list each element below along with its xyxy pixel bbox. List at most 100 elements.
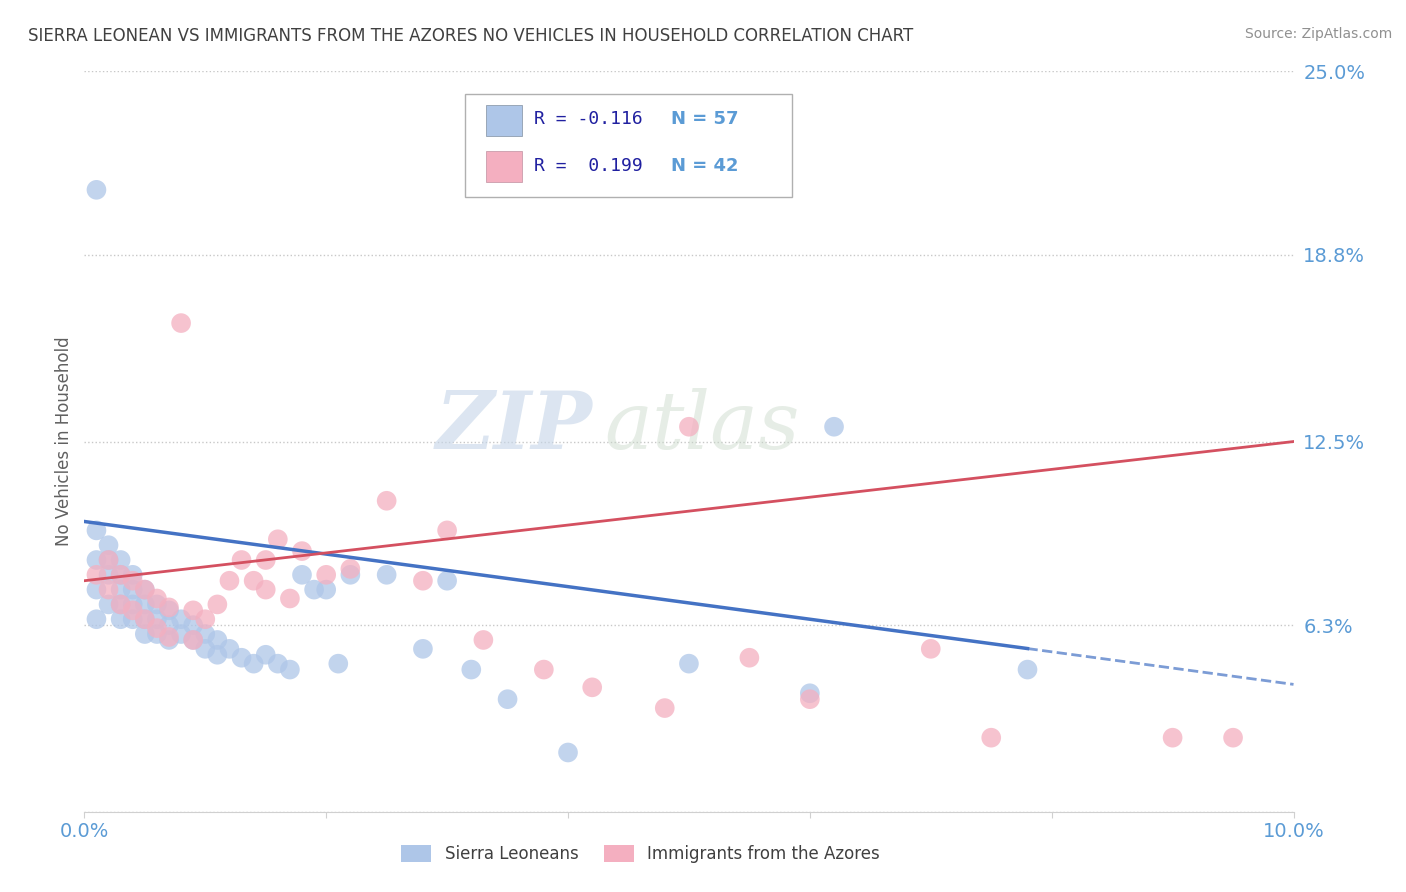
Point: [1017, 663, 1039, 677]
Point: [375, 567, 398, 582]
Point: [315, 582, 337, 597]
Point: [678, 657, 700, 671]
Point: [157, 603, 180, 617]
FancyBboxPatch shape: [486, 104, 522, 136]
Point: [231, 650, 253, 665]
Point: [920, 641, 942, 656]
Point: [375, 493, 398, 508]
Point: [267, 657, 290, 671]
Point: [207, 632, 229, 647]
Point: [170, 612, 193, 626]
Point: [134, 612, 156, 626]
Point: [97, 582, 120, 597]
Point: [581, 681, 603, 695]
Point: [110, 553, 132, 567]
Text: N = 57: N = 57: [671, 111, 738, 128]
Point: [110, 567, 132, 582]
Text: ZIP: ZIP: [436, 388, 592, 466]
Point: [436, 574, 458, 588]
Point: [157, 600, 180, 615]
Point: [254, 553, 277, 567]
Point: [134, 612, 156, 626]
Point: [97, 553, 120, 567]
Point: [412, 641, 434, 656]
Point: [242, 657, 264, 671]
Point: [181, 632, 204, 647]
Point: [194, 612, 217, 626]
Point: [181, 603, 204, 617]
Point: [254, 582, 277, 597]
Point: [146, 612, 169, 626]
Point: [799, 692, 821, 706]
Point: [460, 663, 482, 677]
Point: [218, 641, 240, 656]
Point: [86, 582, 108, 597]
Point: [207, 648, 229, 662]
Point: [134, 582, 156, 597]
Point: [134, 598, 156, 612]
Point: [157, 632, 180, 647]
Point: [557, 746, 579, 760]
Point: [654, 701, 676, 715]
Point: [339, 567, 361, 582]
Point: [86, 524, 108, 538]
Point: [1161, 731, 1184, 745]
Point: [170, 316, 193, 330]
Point: [86, 612, 108, 626]
Point: [121, 612, 143, 626]
Point: [980, 731, 1002, 745]
Point: [97, 598, 120, 612]
Point: [170, 627, 193, 641]
Point: [291, 567, 314, 582]
Point: [146, 627, 169, 641]
Point: [218, 574, 240, 588]
Point: [302, 582, 325, 597]
Point: [496, 692, 519, 706]
Point: [86, 567, 108, 582]
Point: [278, 591, 301, 606]
Point: [799, 686, 821, 700]
Point: [157, 618, 180, 632]
Point: [278, 663, 301, 677]
Point: [328, 657, 350, 671]
Point: [194, 627, 217, 641]
Point: [436, 524, 458, 538]
Point: [181, 632, 204, 647]
Point: [110, 582, 132, 597]
Point: [738, 650, 761, 665]
Point: [146, 591, 169, 606]
Point: [97, 553, 120, 567]
Text: R =  0.199: R = 0.199: [534, 157, 643, 175]
FancyBboxPatch shape: [465, 94, 792, 197]
Point: [134, 627, 156, 641]
Point: [181, 618, 204, 632]
Point: [97, 567, 120, 582]
Point: [110, 598, 132, 612]
Text: N = 42: N = 42: [671, 157, 738, 175]
Point: [121, 603, 143, 617]
Point: [194, 641, 217, 656]
Point: [86, 553, 108, 567]
Point: [121, 574, 143, 588]
Point: [254, 648, 277, 662]
Point: [134, 582, 156, 597]
Point: [315, 567, 337, 582]
Point: [291, 544, 314, 558]
Text: Source: ZipAtlas.com: Source: ZipAtlas.com: [1244, 27, 1392, 41]
Point: [110, 612, 132, 626]
Point: [121, 598, 143, 612]
Point: [121, 567, 143, 582]
Point: [1222, 731, 1244, 745]
Point: [86, 183, 108, 197]
Point: [121, 582, 143, 597]
Text: R = -0.116: R = -0.116: [534, 111, 643, 128]
Point: [110, 598, 132, 612]
Text: atlas: atlas: [605, 388, 800, 466]
FancyBboxPatch shape: [486, 152, 522, 183]
Point: [267, 533, 290, 547]
Point: [207, 598, 229, 612]
Point: [146, 598, 169, 612]
Y-axis label: No Vehicles in Household: No Vehicles in Household: [55, 336, 73, 547]
Point: [231, 553, 253, 567]
Point: [823, 419, 845, 434]
